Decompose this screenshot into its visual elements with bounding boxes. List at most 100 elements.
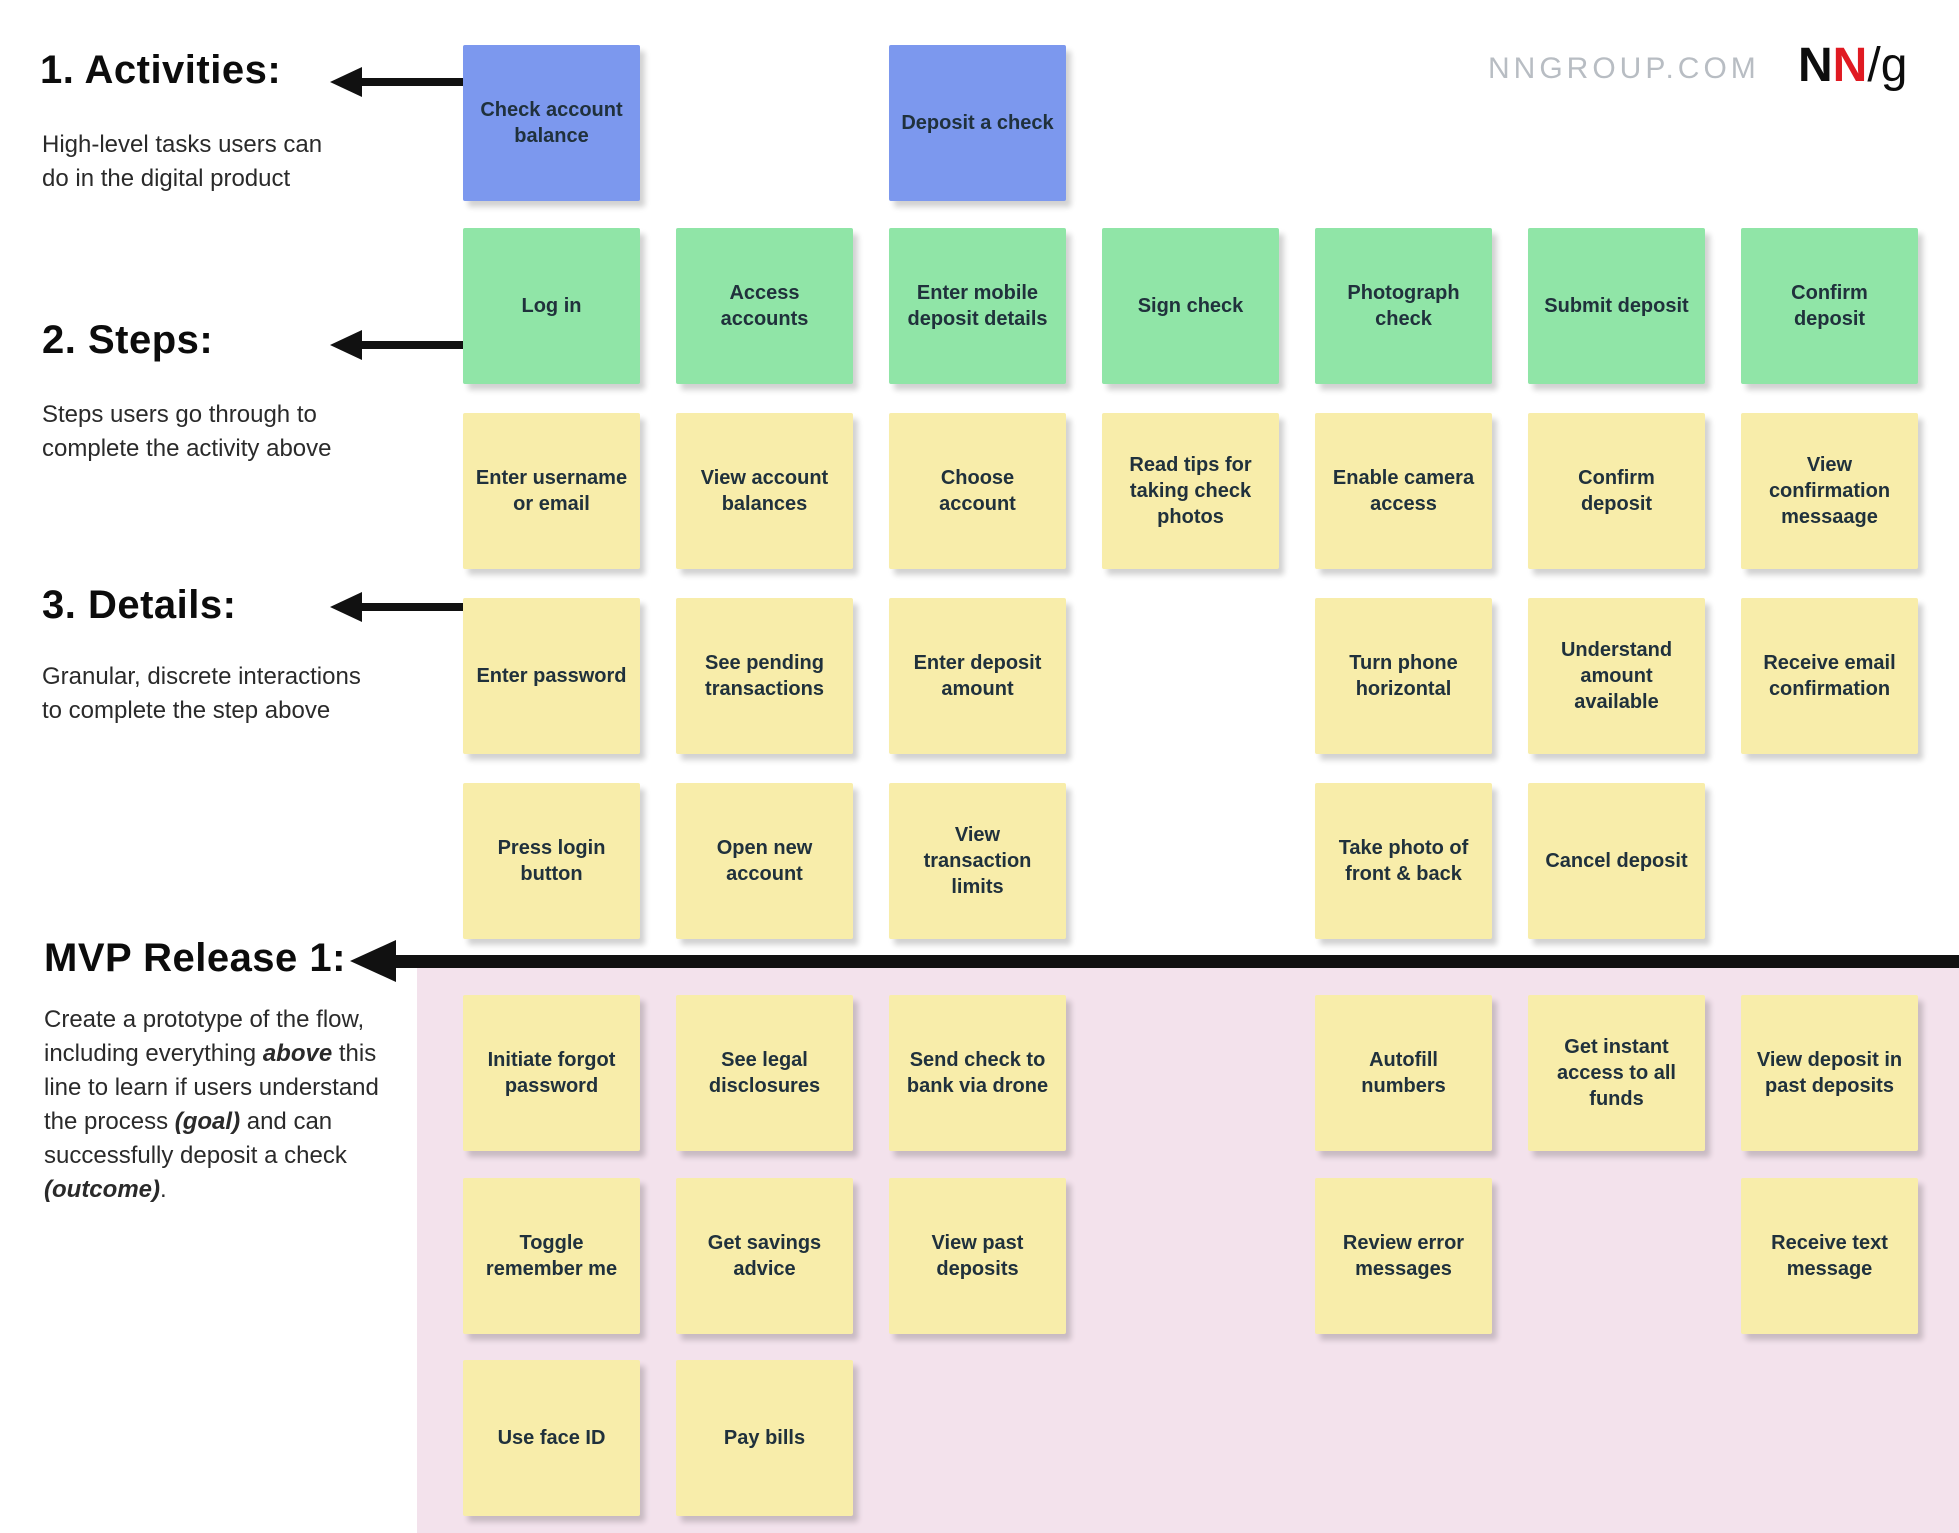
step-note: Confirm deposit xyxy=(1741,228,1918,384)
nng-logo: NN/g xyxy=(1798,38,1907,93)
note-label: Access accounts xyxy=(720,282,809,330)
note-label: See pending transactions xyxy=(705,652,824,700)
logo-n2: N xyxy=(1832,39,1868,92)
detail-note: Choose account xyxy=(889,413,1066,569)
details-arrow-shaft xyxy=(358,603,463,611)
activities-description: High-level tasks users can do in the dig… xyxy=(42,131,323,193)
detail-note: Read tips for taking check photos xyxy=(1102,413,1279,569)
logo-g: g xyxy=(1880,39,1908,92)
note-label: Check account balance xyxy=(480,99,623,147)
note-label: View transaction limits xyxy=(923,824,1032,898)
activities-heading: 1. Activities: xyxy=(40,48,282,92)
note-label: Photograph check xyxy=(1347,282,1460,330)
mvp-desc-outcome: (outcome) xyxy=(44,1176,160,1204)
detail-note: Enter password xyxy=(463,598,640,754)
note-label: Understand amount available xyxy=(1560,639,1673,713)
detail-note: Confirm deposit xyxy=(1528,413,1705,569)
activities-arrow-shaft xyxy=(358,78,463,86)
note-label: View past deposits xyxy=(931,1232,1024,1280)
note-label: Enter username or email xyxy=(475,467,628,515)
logo-slash: / xyxy=(1867,39,1881,92)
details-description: Granular, discrete interactions to compl… xyxy=(42,663,361,725)
activity-note: Check account balance xyxy=(463,45,640,201)
note-label: Submit deposit xyxy=(1544,295,1689,317)
mvp-desc-text: . xyxy=(160,1176,167,1204)
note-label: Open new account xyxy=(716,837,813,885)
note-label: Review error messages xyxy=(1342,1232,1465,1280)
mvp-desc-text: Create a prototype of the flow, includin… xyxy=(44,1006,365,1068)
mvp-heading: MVP Release 1: xyxy=(44,936,346,980)
mvp-arrow-icon xyxy=(350,940,396,982)
steps-arrow-icon xyxy=(330,330,362,360)
detail-note: Take photo of front & back xyxy=(1315,783,1492,939)
mvp-desc-goal: (goal) xyxy=(174,1108,241,1136)
note-label: Read tips for taking check photos xyxy=(1129,454,1252,528)
note-label: Receive email confirmation xyxy=(1763,652,1896,700)
activity-note: Deposit a check xyxy=(889,45,1066,201)
note-label: Press login button xyxy=(497,837,606,885)
note-label: Get savings advice xyxy=(707,1232,822,1280)
note-label: Log in xyxy=(521,295,582,317)
note-label: Cancel deposit xyxy=(1545,850,1688,872)
note-label: View account balances xyxy=(700,467,829,515)
note-label: Enter password xyxy=(476,665,627,687)
note-label: Use face ID xyxy=(497,1427,606,1449)
note-label: Take photo of front & back xyxy=(1338,837,1469,885)
note-label: Enable camera access xyxy=(1332,467,1475,515)
activities-arrow-icon xyxy=(330,67,362,97)
note-label: Get instant access to all funds xyxy=(1557,1036,1676,1110)
note-label: See legal disclosures xyxy=(708,1049,821,1097)
note-label: Turn phone horizontal xyxy=(1349,652,1458,700)
mvp-backlog-note: Receive text message xyxy=(1741,1178,1918,1334)
mvp-backlog-note: View past deposits xyxy=(889,1178,1066,1334)
note-label: View confirmation messaage xyxy=(1768,454,1891,528)
details-heading: 3. Details: xyxy=(42,583,237,627)
mvp-backlog-note: See legal disclosures xyxy=(676,995,853,1151)
mvp-description: Create a prototype of the flow, includin… xyxy=(44,1003,379,1207)
step-note: Log in xyxy=(463,228,640,384)
mvp-backlog-note: Pay bills xyxy=(676,1360,853,1516)
note-label: Confirm deposit xyxy=(1578,467,1655,515)
mvp-desc-text: and can successfully deposit a check xyxy=(44,1108,347,1170)
detail-note: View transaction limits xyxy=(889,783,1066,939)
steps-heading: 2. Steps: xyxy=(42,318,214,362)
note-label: View deposit in past deposits xyxy=(1756,1049,1903,1097)
detail-note: Receive email confirmation xyxy=(1741,598,1918,754)
note-label: Choose account xyxy=(939,467,1016,515)
logo-n1: N xyxy=(1798,39,1833,92)
detail-note: Press login button xyxy=(463,783,640,939)
detail-note: Turn phone horizontal xyxy=(1315,598,1492,754)
mvp-release-region xyxy=(417,968,1959,1533)
mvp-backlog-note: Use face ID xyxy=(463,1360,640,1516)
detail-note: Cancel deposit xyxy=(1528,783,1705,939)
detail-note: Enter deposit amount xyxy=(889,598,1066,754)
note-label: Initiate forgot password xyxy=(487,1049,616,1097)
mvp-backlog-note: View deposit in past deposits xyxy=(1741,995,1918,1151)
step-note: Enter mobile deposit details xyxy=(889,228,1066,384)
note-label: Toggle remember me xyxy=(485,1232,618,1280)
mvp-backlog-note: Toggle remember me xyxy=(463,1178,640,1334)
detail-note: View confirmation messaage xyxy=(1741,413,1918,569)
mvp-backlog-note: Send check to bank via drone xyxy=(889,995,1066,1151)
note-label: Autofill numbers xyxy=(1361,1049,1446,1097)
steps-arrow-shaft xyxy=(358,341,463,349)
note-label: Send check to bank via drone xyxy=(906,1049,1049,1097)
step-note: Access accounts xyxy=(676,228,853,384)
mvp-backlog-note: Autofill numbers xyxy=(1315,995,1492,1151)
detail-note: See pending transactions xyxy=(676,598,853,754)
detail-note: Open new account xyxy=(676,783,853,939)
note-label: Enter deposit amount xyxy=(913,652,1042,700)
note-label: Deposit a check xyxy=(901,112,1054,134)
detail-note: View account balances xyxy=(676,413,853,569)
step-note: Sign check xyxy=(1102,228,1279,384)
detail-note: Enable camera access xyxy=(1315,413,1492,569)
note-label: Enter mobile deposit details xyxy=(907,282,1048,330)
mvp-backlog-note: Review error messages xyxy=(1315,1178,1492,1334)
step-note: Submit deposit xyxy=(1528,228,1705,384)
details-arrow-icon xyxy=(330,592,362,622)
note-label: Pay bills xyxy=(723,1427,806,1449)
detail-note: Understand amount available xyxy=(1528,598,1705,754)
mvp-backlog-note: Get savings advice xyxy=(676,1178,853,1334)
note-label: Sign check xyxy=(1137,295,1244,317)
